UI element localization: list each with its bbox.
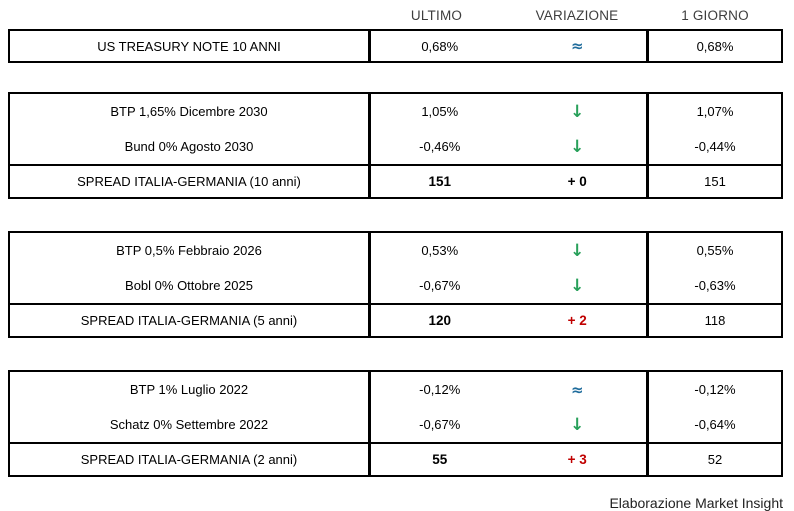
one-day-value: 0,55%: [696, 243, 734, 258]
instrument-label: BTP 1% Luglio 2022: [129, 382, 249, 397]
variation-value: + 3: [567, 452, 587, 467]
instrument-row: BTP 1% Luglio 2022 -0,12% ≈ -0,12%: [10, 372, 781, 407]
instrument-row: Bobl 0% Ottobre 2025 -0,67% ↓ -0,63%: [10, 268, 781, 303]
highlight-box: 0,53% ↓: [368, 233, 649, 268]
attribution-note: Elaborazione Market Insight: [609, 495, 783, 511]
one-day-value: 0,68%: [696, 38, 734, 54]
arrow-down-icon: ↓: [570, 136, 585, 157]
ultimo-value: 55: [432, 452, 448, 467]
one-day-value: -0,63%: [694, 278, 736, 293]
instrument-label: BTP 0,5% Febbraio 2026: [116, 243, 262, 258]
one-day-value: -0,12%: [694, 382, 736, 397]
ultimo-value: -0,67%: [419, 278, 461, 293]
highlight-box: -0,12% ≈: [368, 372, 649, 407]
table-section-2: BTP 1,65% Dicembre 2030 1,05% ↓ 1,07% Bund 0…: [8, 92, 783, 199]
column-header-variazione: VARIAZIONE: [535, 7, 619, 23]
instrument-row: BTP 1,65% Dicembre 2030 1,05% ↓ 1,07%: [10, 94, 781, 129]
column-header-ultimo: ULTIMO: [410, 7, 463, 23]
one-day-value: 52: [707, 452, 723, 467]
highlight-box: 55 + 3: [368, 444, 649, 475]
one-day-value: 118: [704, 313, 726, 328]
column-header-1-giorno: 1 GIORNO: [681, 7, 749, 23]
instrument-row: BTP 0,5% Febbraio 2026 0,53% ↓ 0,55%: [10, 233, 781, 268]
spread-row: SPREAD ITALIA-GERMANIA (2 anni) 55 + 3 52: [10, 442, 781, 475]
instrument-label: SPREAD ITALIA-GERMANIA (5 anni): [80, 313, 298, 328]
highlight-box: -0,67% ↓: [368, 407, 649, 442]
ultimo-value: -0,46%: [419, 139, 461, 154]
variation-value: + 0: [567, 174, 587, 189]
arrow-down-icon: ↓: [570, 240, 585, 261]
approx-equal-icon: ≈: [570, 37, 584, 55]
column-headers: ULTIMO VARIAZIONE 1 GIORNO: [8, 4, 783, 26]
instrument-label: BTP 1,65% Dicembre 2030: [110, 104, 268, 119]
one-day-value: 1,07%: [696, 104, 734, 119]
instrument-label: SPREAD ITALIA-GERMANIA (10 anni): [77, 174, 301, 189]
one-day-value: -0,64%: [694, 417, 736, 432]
ultimo-value: 0,68%: [421, 38, 459, 54]
ultimo-value: 120: [428, 313, 452, 328]
instrument-row: Schatz 0% Settembre 2022 -0,67% ↓ -0,64%: [10, 407, 781, 442]
table-section-1: US TREASURY NOTE 10 ANNI 0,68% ≈0,68%: [8, 29, 783, 63]
arrow-down-icon: ↓: [570, 101, 585, 122]
spread-row: SPREAD ITALIA-GERMANIA (5 anni) 120 + 2 118: [10, 303, 781, 336]
table-section-4: BTP 1% Luglio 2022 -0,12% ≈ -0,12% Schatz 0%…: [8, 370, 783, 477]
highlight-box: 151 + 0: [368, 166, 649, 197]
one-day-value: 151: [704, 174, 726, 189]
variation-value: + 2: [567, 313, 587, 328]
approx-equal-icon: ≈: [570, 380, 584, 399]
arrow-down-icon: ↓: [570, 275, 585, 296]
ultimo-value: 1,05%: [421, 104, 459, 119]
spread-row: SPREAD ITALIA-GERMANIA (10 anni) 151 + 0 15…: [10, 164, 781, 197]
ultimo-value: 0,53%: [421, 243, 459, 258]
table-sections: US TREASURY NOTE 10 ANNI 0,68% ≈0,68% BTP 1…: [8, 29, 783, 477]
instrument-label: Schatz 0% Settembre 2022: [109, 417, 269, 432]
arrow-down-icon: ↓: [570, 414, 585, 435]
highlight-box: -0,67% ↓: [368, 268, 649, 303]
highlight-box: -0,46% ↓: [368, 129, 649, 164]
instrument-label: SPREAD ITALIA-GERMANIA (2 anni): [80, 452, 298, 467]
instrument-label: Bobl 0% Ottobre 2025: [125, 278, 253, 293]
ultimo-value: -0,67%: [419, 417, 461, 432]
highlight-box: 0,68% ≈: [368, 31, 649, 61]
ultimo-value: 151: [428, 174, 452, 189]
instrument-label: US TREASURY NOTE 10 ANNI: [97, 38, 281, 54]
one-day-value: -0,44%: [694, 139, 736, 154]
instrument-label: Bund 0% Agosto 2030: [124, 139, 254, 154]
ultimo-value: -0,12%: [419, 382, 461, 397]
instrument-row: Bund 0% Agosto 2030 -0,46% ↓ -0,44%: [10, 129, 781, 164]
instrument-row: US TREASURY NOTE 10 ANNI 0,68% ≈0,68%: [10, 31, 781, 61]
highlight-box: 120 + 2: [368, 305, 649, 336]
highlight-box: 1,05% ↓: [368, 94, 649, 129]
table-section-3: BTP 0,5% Febbraio 2026 0,53% ↓ 0,55% Bobl 0%…: [8, 231, 783, 338]
